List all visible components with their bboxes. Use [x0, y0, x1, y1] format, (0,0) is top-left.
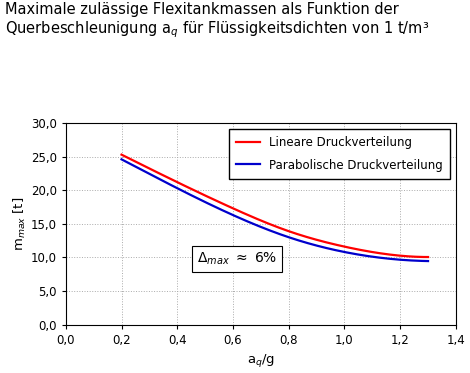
Parabolische Druckverteilung: [131, 163, 137, 168]
Legend: Lineare Druckverteilung, Parabolische Druckverteilung: Lineare Druckverteilung, Parabolische Dr…: [229, 129, 450, 179]
Lineare Druckverteilung: [200, 192, 206, 197]
Text: Maximale zulässige Flexitankmassen als Funktion der
Querbeschleunigung a$_q$ für: Maximale zulässige Flexitankmassen als F…: [5, 2, 429, 40]
Parabolische Druckverteilung: [425, 259, 431, 263]
Parabolische Druckverteilung: [137, 167, 143, 171]
Parabolische Druckverteilung: [200, 199, 206, 203]
Lineare Druckverteilung: [119, 153, 125, 157]
Y-axis label: m$_{max}$ [t]: m$_{max}$ [t]: [12, 197, 28, 251]
Line: Lineare Druckverteilung: Lineare Druckverteilung: [122, 155, 428, 257]
Lineare Druckverteilung: [131, 159, 137, 163]
X-axis label: a$_q$/g: a$_q$/g: [247, 352, 275, 369]
Lineare Druckverteilung: [425, 255, 431, 259]
Parabolische Druckverteilung: [399, 258, 405, 262]
Parabolische Druckverteilung: [176, 186, 181, 191]
Lineare Druckverteilung: [176, 181, 181, 185]
Text: $\Delta_{max}$ $\approx$ 6%: $\Delta_{max}$ $\approx$ 6%: [197, 251, 277, 267]
Line: Parabolische Druckverteilung: Parabolische Druckverteilung: [122, 159, 428, 261]
Lineare Druckverteilung: [410, 254, 415, 259]
Parabolische Druckverteilung: [410, 258, 415, 263]
Lineare Druckverteilung: [137, 162, 143, 166]
Parabolische Druckverteilung: [119, 157, 125, 162]
Lineare Druckverteilung: [399, 254, 405, 258]
